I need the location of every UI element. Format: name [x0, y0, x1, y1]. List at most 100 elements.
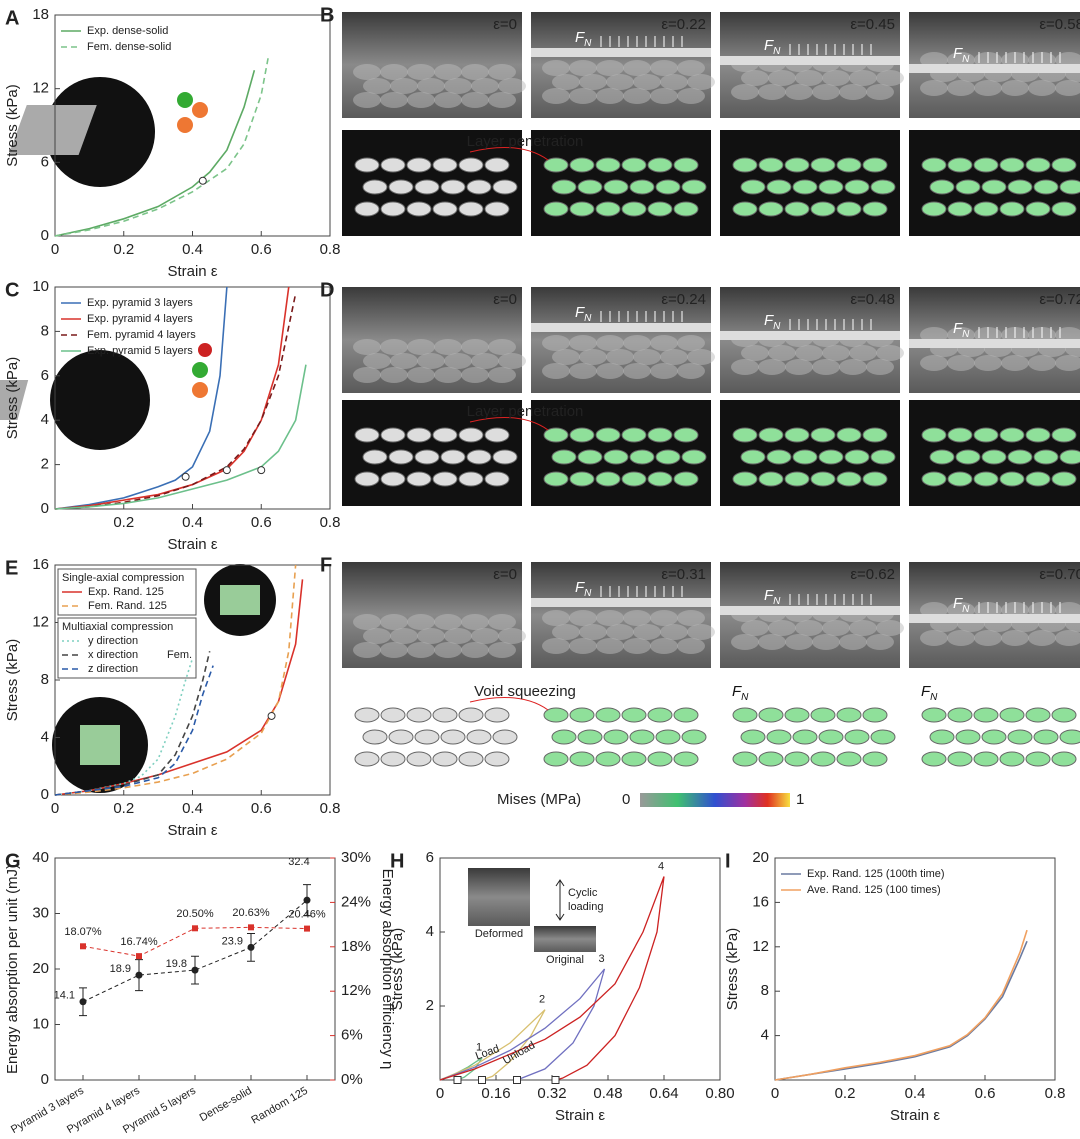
sim-texture [810, 707, 836, 723]
photo-texture [650, 60, 678, 76]
sim-texture [784, 427, 810, 443]
sim-texture [440, 729, 466, 745]
sim-texture [758, 707, 784, 723]
photo-texture [660, 349, 688, 365]
photo-texture [569, 638, 597, 654]
sim-texture [673, 707, 699, 723]
photo-texture [812, 84, 840, 100]
legend-title: Multiaxial compression [62, 621, 173, 633]
sim-texture [947, 751, 973, 767]
sim-texture [792, 449, 818, 465]
sim-texture [732, 707, 758, 723]
photo-texture [461, 614, 489, 630]
photo-texture [380, 64, 408, 80]
sim-texture [543, 707, 569, 723]
sim-texture [621, 201, 647, 217]
sim-texture [629, 179, 655, 195]
sim-texture [406, 751, 432, 767]
photo-texture [1055, 630, 1080, 646]
y2-tick-label: 30% [341, 849, 371, 866]
photo-texture [461, 92, 489, 108]
point [79, 998, 87, 1006]
photo-texture [660, 624, 688, 640]
y-tick-label: 18 [32, 6, 49, 23]
force-symbol: F [575, 579, 585, 596]
marker [478, 1076, 486, 1084]
photo-texture [569, 88, 597, 104]
sim-texture [784, 471, 810, 487]
photo-texture [974, 80, 1002, 96]
photo-texture [444, 628, 472, 644]
photo-texture [552, 349, 580, 365]
sim-texture [999, 201, 1025, 217]
value-label: 18.07% [64, 926, 102, 938]
sim-texture [673, 157, 699, 173]
photo-texture [623, 610, 651, 626]
photo-texture [579, 624, 607, 640]
x-tick-label: Dense-solid [198, 1085, 254, 1124]
strain-label: ε=0 [493, 291, 517, 308]
sim-texture [388, 179, 414, 195]
y-tick-label: 8 [41, 671, 49, 688]
sim-texture [973, 707, 999, 723]
photo-texture [390, 353, 418, 369]
force-label: FN [921, 683, 938, 703]
panel-label: B [320, 4, 334, 26]
x-tick-label: 0.80 [705, 1085, 734, 1102]
force-symbol: F [953, 45, 963, 62]
y-axis-title: Stress (kPa) [4, 84, 21, 167]
photo-texture [876, 70, 904, 86]
y-tick-label: 30 [32, 904, 49, 921]
photo-texture [488, 92, 516, 108]
sim-texture [406, 427, 432, 443]
sim-texture [647, 707, 673, 723]
force-subscript: N [773, 46, 781, 57]
photo-texture [1055, 52, 1080, 68]
marker [513, 1076, 521, 1084]
sim-texture [484, 751, 510, 767]
sim-texture [466, 179, 492, 195]
sim-texture [492, 179, 518, 195]
force-symbol: F [575, 304, 585, 321]
photo-texture [812, 634, 840, 650]
annotation: Layer penetration [467, 133, 584, 150]
sim-texture [732, 157, 758, 173]
photo-texture [471, 78, 499, 94]
sim-texture [673, 427, 699, 443]
photo-texture [812, 359, 840, 375]
y-axis-title: Stress (kPa) [4, 639, 21, 722]
y-tick-label: 12 [32, 613, 49, 630]
panel-label: A [5, 7, 19, 29]
y-tick-label: 0 [41, 786, 49, 803]
sim-texture [955, 729, 981, 745]
photo-texture [569, 610, 597, 626]
force-subscript: N [930, 692, 938, 703]
sim-texture [862, 201, 888, 217]
y2-axis-title: Energy absorption efficiency η [379, 869, 396, 1070]
photo-texture [498, 353, 526, 369]
sim-texture [569, 157, 595, 173]
panel-label: E [5, 557, 18, 579]
photo-texture [795, 620, 823, 636]
sim-texture [621, 427, 647, 443]
sim-texture [484, 157, 510, 173]
force-subscript: N [962, 329, 970, 340]
value-label: 14.1 [54, 990, 75, 1002]
sim-texture [844, 179, 870, 195]
sim-texture [740, 449, 766, 465]
sim-texture [647, 427, 673, 443]
x-tick-label: 0.6 [251, 514, 272, 531]
y-tick-label: 6 [41, 367, 49, 384]
x-axis-title: Strain ε [890, 1107, 940, 1124]
photo-texture [569, 335, 597, 351]
point [135, 971, 143, 979]
sim-texture [1051, 471, 1077, 487]
sim-texture [999, 427, 1025, 443]
legend-title: Single-axial compression [62, 572, 184, 584]
sim-texture [354, 751, 380, 767]
photo-texture [947, 80, 975, 96]
y-tick-label: 20 [752, 849, 769, 866]
sim-texture [1059, 179, 1080, 195]
legend-label: Exp. Rand. 125 [88, 586, 164, 598]
sim-texture [458, 471, 484, 487]
